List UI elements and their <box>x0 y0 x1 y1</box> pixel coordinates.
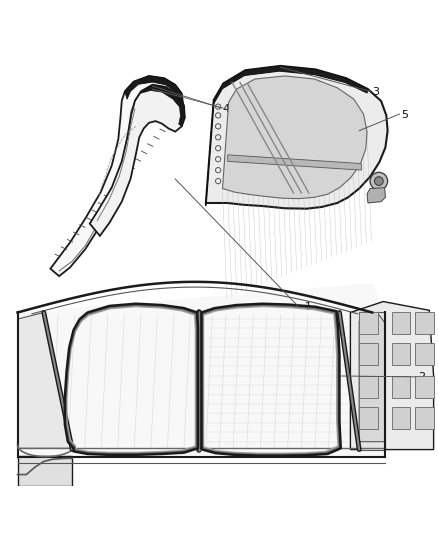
Polygon shape <box>18 312 72 448</box>
Polygon shape <box>350 302 434 449</box>
Bar <box>359 407 378 429</box>
Bar <box>392 312 410 334</box>
Bar <box>415 312 434 334</box>
Polygon shape <box>90 85 185 236</box>
Text: 3: 3 <box>372 87 379 97</box>
Text: 1: 1 <box>304 302 311 312</box>
Polygon shape <box>223 76 367 199</box>
Polygon shape <box>206 100 214 206</box>
Bar <box>415 376 434 398</box>
Polygon shape <box>125 76 183 120</box>
Polygon shape <box>18 456 72 486</box>
Bar <box>359 343 378 365</box>
Polygon shape <box>18 283 385 457</box>
Polygon shape <box>213 66 368 104</box>
Text: 5: 5 <box>401 110 408 120</box>
Polygon shape <box>206 66 388 209</box>
Text: 4: 4 <box>223 104 230 114</box>
Polygon shape <box>359 314 385 442</box>
Bar <box>359 376 378 398</box>
Circle shape <box>370 172 388 190</box>
Circle shape <box>374 177 383 185</box>
Text: 2: 2 <box>418 372 425 382</box>
Polygon shape <box>228 155 361 170</box>
Bar <box>359 312 378 334</box>
Bar <box>392 376 410 398</box>
Polygon shape <box>135 85 185 126</box>
Bar <box>392 343 410 365</box>
Bar <box>392 407 410 429</box>
Bar <box>415 407 434 429</box>
Polygon shape <box>359 312 385 449</box>
Bar <box>415 343 434 365</box>
Polygon shape <box>50 76 183 276</box>
Polygon shape <box>367 188 385 203</box>
